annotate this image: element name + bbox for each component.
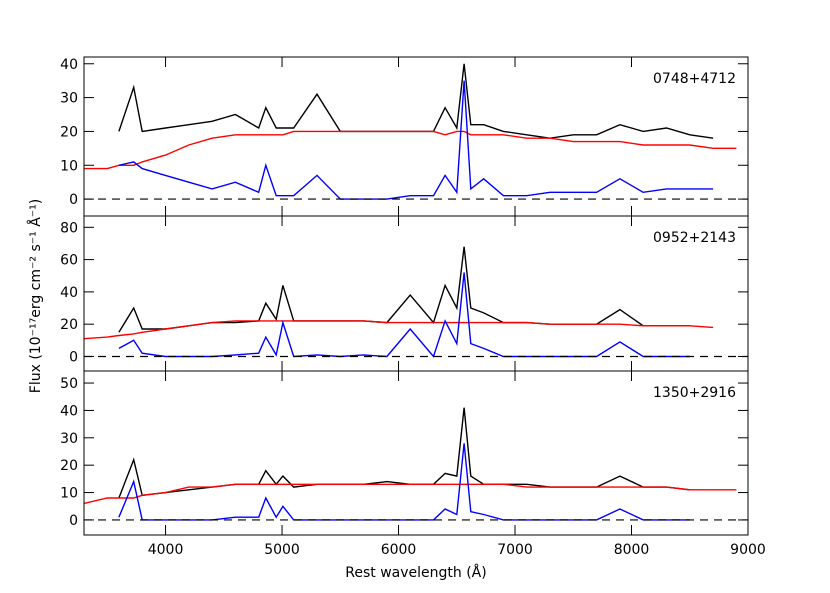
panel-label: 0748+4712 bbox=[653, 71, 736, 87]
x-tick-label: 8000 bbox=[614, 542, 650, 558]
x-axis-label: Rest wavelength (Å) bbox=[345, 564, 486, 581]
y-tick-label: 0 bbox=[69, 192, 78, 208]
y-axis-label: Flux (10⁻¹⁷erg cm⁻² s⁻¹ Å⁻¹) bbox=[27, 199, 44, 393]
spectrum-line bbox=[118, 246, 690, 333]
plot-frame bbox=[83, 215, 749, 372]
y-tick-label: 50 bbox=[60, 376, 78, 392]
x-tick-label: 5000 bbox=[264, 542, 300, 558]
x-tick-label: 4000 bbox=[148, 542, 184, 558]
spectrum-line bbox=[118, 63, 714, 139]
y-tick-label: 30 bbox=[60, 91, 78, 107]
y-tick-label: 40 bbox=[60, 285, 78, 301]
x-tick-label: 6000 bbox=[381, 542, 417, 558]
y-tick-label: 10 bbox=[60, 486, 78, 502]
spectrum-line bbox=[118, 80, 714, 200]
spectrum-line bbox=[118, 272, 690, 358]
y-tick-label: 10 bbox=[60, 158, 78, 174]
panel-label: 0952+2143 bbox=[653, 230, 736, 246]
x-tick-label: 9000 bbox=[730, 542, 766, 558]
y-tick-label: 80 bbox=[60, 220, 78, 236]
spectrum-line bbox=[84, 320, 714, 340]
y-tick-label: 60 bbox=[60, 253, 78, 269]
y-tick-label: 20 bbox=[60, 124, 78, 140]
x-tick-label: 7000 bbox=[497, 542, 533, 558]
y-tick-label: 20 bbox=[60, 458, 78, 474]
spectrum-line bbox=[84, 483, 737, 505]
y-tick-label: 40 bbox=[60, 403, 78, 419]
y-tick-label: 0 bbox=[69, 513, 78, 529]
spectrum-line bbox=[118, 443, 690, 521]
y-tick-label: 20 bbox=[60, 317, 78, 333]
spectrum-line bbox=[84, 130, 737, 170]
y-tick-label: 30 bbox=[60, 431, 78, 447]
plot-frame bbox=[83, 370, 749, 536]
y-tick-label: 40 bbox=[60, 57, 78, 73]
panel-label: 1350+2916 bbox=[653, 385, 736, 401]
y-tick-label: 0 bbox=[69, 349, 78, 365]
